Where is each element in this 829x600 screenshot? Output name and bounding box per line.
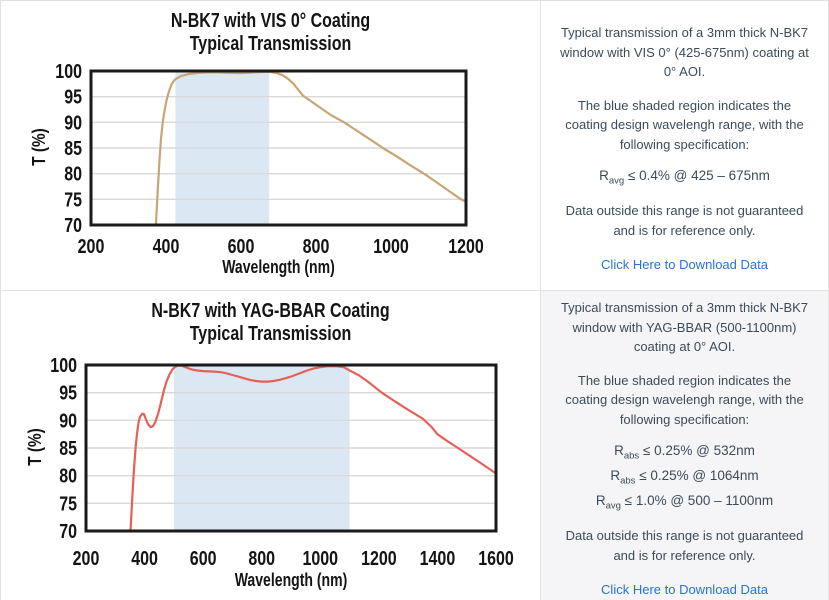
svg-text:85: 85: [64, 137, 82, 159]
vis-transmission-plot: 70 75 80 85 90 95 100 200 400 600 800 1000 1200: [55, 60, 484, 257]
vis-download-data-link[interactable]: Click Here to Download Data: [601, 257, 768, 273]
svg-text:70: 70: [64, 214, 82, 236]
vis-y-axis-label: T (%): [29, 128, 49, 166]
vis-info-panel: Typical transmission of a 3mm thick N-BK…: [541, 1, 828, 290]
svg-text:200: 200: [73, 547, 100, 569]
yag-x-axis-label: Wavelength (nm): [234, 570, 348, 590]
vis-chart-title-line1: N-BK7 with VIS 0° Coating: [170, 10, 371, 32]
vis-chart-title-line2: Typical Transmission: [189, 32, 352, 55]
vis-chart-title: N-BK7 with VIS 0° Coating Typical Transm…: [55, 10, 486, 55]
svg-text:1200: 1200: [361, 547, 397, 569]
spec-line: Rabs ≤ 0.25% @ 1064nm: [610, 468, 759, 487]
svg-text:200: 200: [78, 235, 105, 257]
svg-text:1600: 1600: [478, 547, 514, 569]
svg-text:95: 95: [59, 382, 77, 404]
vis-info-disclaimer: Data outside this range is not guarantee…: [565, 203, 804, 238]
svg-text:1000: 1000: [302, 547, 338, 569]
yag-info-description: Typical transmission of a 3mm thick N-BK…: [560, 300, 809, 355]
svg-text:75: 75: [64, 189, 82, 211]
yag-transmission-plot: 70 75 80 85 90 95 100 200 400 600 800 1000 1200 1400 1…: [50, 354, 514, 569]
yag-info-disclaimer: Data outside this range is not guarantee…: [565, 528, 804, 563]
svg-text:400: 400: [153, 235, 180, 257]
yag-chart-title-line2: Typical Transmission: [189, 322, 352, 345]
spec-line: Ravg ≤ 0.4% @ 425 – 675nm: [599, 168, 770, 187]
svg-text:1200: 1200: [448, 235, 484, 257]
svg-text:90: 90: [64, 112, 82, 134]
svg-text:70: 70: [59, 520, 77, 542]
svg-text:100: 100: [55, 60, 82, 82]
svg-text:800: 800: [248, 547, 275, 569]
svg-text:85: 85: [59, 437, 77, 459]
svg-text:75: 75: [59, 493, 77, 515]
spec-line: Ravg ≤ 1.0% @ 500 – 1100nm: [595, 493, 774, 512]
svg-text:1400: 1400: [420, 547, 456, 569]
svg-text:95: 95: [64, 86, 82, 108]
spec-line: Rabs ≤ 0.25% @ 532nm: [614, 443, 755, 463]
vis-chart-panel: N-BK7 with VIS 0° Coating Typical Transm…: [1, 1, 540, 290]
yag-chart-title-line1: N-BK7 with YAG-BBAR Coating: [151, 300, 390, 322]
yag-chart-panel: N-BK7 with YAG-BBAR Coating Typical Tran…: [1, 291, 540, 600]
svg-text:90: 90: [59, 410, 77, 432]
svg-text:400: 400: [131, 547, 158, 569]
svg-text:600: 600: [228, 235, 255, 257]
svg-text:100: 100: [50, 354, 77, 376]
svg-text:80: 80: [59, 465, 77, 487]
svg-text:1000: 1000: [373, 235, 409, 257]
yag-y-axis-label: T (%): [25, 428, 45, 466]
yag-spec-list: Rabs ≤ 0.25% @ 532nm Rabs ≤ 0.25% @ 1064n…: [596, 439, 773, 516]
yag-download-data-link[interactable]: Click Here to Download Data: [601, 582, 768, 598]
vis-info-shaded-region-note: The blue shaded region indicates the coa…: [565, 97, 804, 152]
svg-text:600: 600: [190, 547, 217, 569]
svg-text:800: 800: [303, 235, 330, 257]
svg-text:80: 80: [64, 163, 82, 185]
vis-spec-list: Ravg ≤ 0.4% @ 425 – 675nm: [599, 164, 770, 191]
vis-info-description: Typical transmission of a 3mm thick N-BK…: [560, 25, 809, 80]
yag-chart-title: N-BK7 with YAG-BBAR Coating Typical Tran…: [55, 300, 486, 345]
vis-x-axis-label: Wavelength (nm): [222, 257, 335, 277]
yag-info-shaded-region-note: The blue shaded region indicates the coa…: [565, 372, 804, 427]
yag-info-panel: Typical transmission of a 3mm thick N-BK…: [541, 291, 828, 600]
